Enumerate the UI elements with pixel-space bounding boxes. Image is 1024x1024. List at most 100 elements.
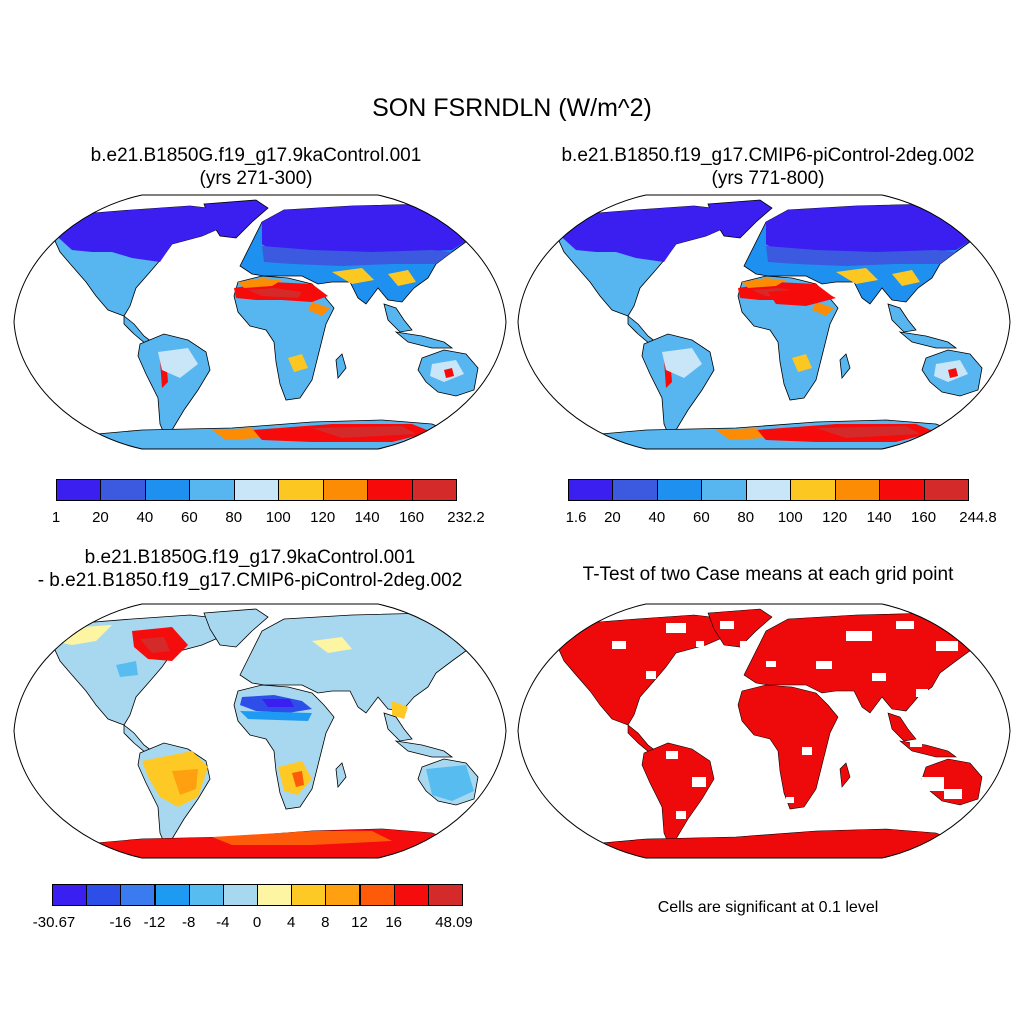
colorbar-box bbox=[790, 479, 836, 501]
colorbar-box bbox=[411, 479, 457, 501]
nonsignificant-cell bbox=[786, 797, 794, 803]
panel1-title: b.e21.B1850G.f19_g17.9kaControl.001 (yrs… bbox=[56, 144, 456, 190]
nonsignificant-cell bbox=[936, 641, 958, 651]
field-sahara-extra bbox=[768, 288, 836, 306]
field-antarctic-core bbox=[312, 426, 416, 438]
colorbar-box bbox=[188, 884, 224, 906]
panel4-title: T-Test of two Case means at each grid po… bbox=[582, 564, 954, 585]
figure-title: SON FSRNDLN (W/m^2) bbox=[372, 94, 652, 122]
map-outline bbox=[517, 603, 1011, 859]
colorbar-box bbox=[359, 884, 395, 906]
nonsignificant-cell bbox=[956, 671, 968, 679]
field-australia-hot bbox=[444, 368, 454, 378]
colorbar-label: 140 bbox=[866, 509, 892, 526]
field-us-west bbox=[116, 661, 138, 677]
nonsignificant-cell bbox=[896, 621, 914, 629]
continent-sa bbox=[641, 333, 715, 439]
colorbar-box bbox=[233, 479, 280, 501]
field-arabia bbox=[308, 302, 330, 316]
panel2-title-line1: b.e21.B1850.f19_g17.CMIP6-piControl-2deg… bbox=[561, 145, 975, 166]
nonsignificant-cell bbox=[944, 789, 962, 799]
significant-centralAm bbox=[627, 724, 657, 754]
continent-indonesia bbox=[394, 740, 454, 758]
colorbar-box bbox=[612, 479, 658, 501]
colorbar-label: -12 bbox=[143, 914, 166, 931]
land-layer bbox=[49, 608, 501, 858]
field-antarctica-inner bbox=[212, 831, 392, 845]
significant-greenland bbox=[707, 608, 773, 648]
colorbar-label: 80 bbox=[737, 509, 755, 526]
nonsignificant-cell bbox=[816, 661, 832, 669]
field-tibet bbox=[388, 270, 416, 286]
significant-africa bbox=[737, 684, 839, 810]
colorbar-panel3: -30.67 -16 -12 -8 -4 0 4 8 12 16 48.09 bbox=[33, 884, 473, 934]
field-australia-hot bbox=[948, 368, 958, 378]
field-antarctic-core bbox=[816, 426, 920, 438]
field-eurasia-north bbox=[766, 204, 996, 254]
continent-centralAm bbox=[627, 315, 657, 345]
continent-sa bbox=[137, 333, 211, 439]
colorbar-box bbox=[322, 479, 369, 501]
colorbar-box bbox=[86, 884, 122, 906]
panel3-title-line1: b.e21.B1850G.f19_g17.9kaControl.001 bbox=[84, 547, 416, 568]
colorbar-box bbox=[189, 479, 235, 501]
colorbar-box bbox=[52, 884, 88, 906]
nonsignificant-cell bbox=[692, 777, 706, 787]
colorbar-panel1: 1 20 40 60 80 100 120 140 160 232.2 bbox=[52, 479, 485, 529]
significant-sa bbox=[641, 742, 715, 848]
nonsignificant-cell bbox=[646, 671, 656, 679]
colorbar-label: 20 bbox=[604, 509, 621, 526]
nonsignificant-cell bbox=[740, 641, 750, 647]
nonsignificant-cell bbox=[846, 631, 872, 641]
colorbar-label: 120 bbox=[310, 509, 336, 526]
colorbar-box bbox=[291, 884, 327, 906]
map-panel-9ka bbox=[13, 194, 507, 450]
map-outline bbox=[13, 194, 507, 450]
colorbar-box bbox=[393, 884, 429, 906]
field-india bbox=[392, 701, 408, 719]
colorbar-box bbox=[325, 884, 361, 906]
field-sahara-north bbox=[238, 278, 282, 288]
colorbar-box bbox=[154, 884, 190, 906]
continent-na bbox=[49, 614, 235, 726]
colorbar-box bbox=[745, 479, 792, 501]
field-overlays bbox=[52, 625, 474, 858]
field-russia-yellow bbox=[312, 637, 352, 653]
field-sahara-core bbox=[248, 288, 302, 298]
significant-madagascar bbox=[839, 762, 851, 788]
field-amazon-light bbox=[662, 348, 702, 378]
field-eurasia-north bbox=[262, 204, 492, 254]
field-kalahari bbox=[288, 354, 308, 372]
colorbar-box bbox=[427, 884, 463, 906]
colorbar-label: 120 bbox=[822, 509, 848, 526]
nonsignificant-cell bbox=[922, 777, 944, 791]
colorbar-box bbox=[923, 479, 969, 501]
field-alaska bbox=[52, 625, 112, 645]
field-arabia bbox=[812, 302, 834, 316]
nonsignificant-cell bbox=[916, 689, 928, 697]
colorbar-label: -4 bbox=[216, 914, 230, 931]
colorbar-label: 1.6 bbox=[565, 509, 587, 526]
colorbar-label: 16 bbox=[385, 914, 402, 931]
significant-antarctica bbox=[555, 828, 957, 858]
field-eurasia-mid bbox=[262, 246, 452, 266]
colorbar-box bbox=[257, 884, 293, 906]
field-sahara-core-neg bbox=[262, 699, 294, 707]
significance-layer bbox=[553, 608, 1005, 858]
panel2-title-line2: (yrs 771-800) bbox=[711, 168, 825, 189]
field-eurasia-mid bbox=[766, 246, 956, 266]
colorbar-label: 232.2 bbox=[447, 509, 485, 526]
colorbar-label: 48.09 bbox=[435, 914, 473, 931]
colorbar-label: 1 bbox=[51, 509, 61, 526]
field-sahel bbox=[240, 711, 312, 721]
field-iran bbox=[332, 268, 374, 284]
nonsignificant-cell bbox=[910, 741, 922, 747]
colorbar-box bbox=[879, 479, 925, 501]
colorbar-label: 4 bbox=[286, 914, 296, 931]
field-kalahari bbox=[792, 354, 812, 372]
colorbar-label: 160 bbox=[911, 509, 937, 526]
continent-madagascar bbox=[839, 353, 851, 380]
colorbar-box bbox=[100, 479, 146, 501]
continent-seAsia bbox=[383, 303, 413, 333]
continent-indonesia bbox=[394, 331, 454, 349]
